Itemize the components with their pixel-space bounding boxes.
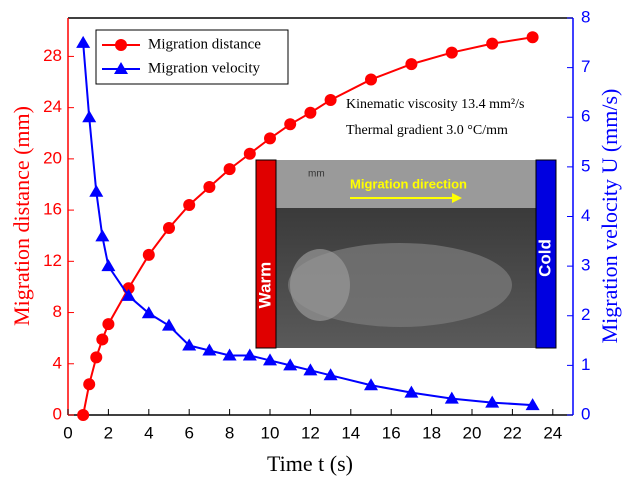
legend-label: Migration velocity bbox=[148, 60, 261, 76]
ruler bbox=[270, 160, 542, 208]
data-point bbox=[486, 37, 499, 50]
arrow-head bbox=[452, 193, 462, 203]
data-point bbox=[76, 35, 91, 48]
data-point bbox=[303, 363, 318, 376]
data-point bbox=[284, 118, 297, 131]
data-point bbox=[89, 184, 104, 197]
data-point bbox=[243, 147, 256, 160]
data-point bbox=[203, 181, 216, 194]
data-point bbox=[182, 338, 197, 351]
data-point bbox=[526, 31, 539, 44]
data-point bbox=[364, 378, 378, 391]
cold-bar bbox=[535, 159, 557, 349]
x-axis-label: Time t (s) bbox=[267, 451, 353, 476]
data-point bbox=[95, 229, 110, 242]
data-point bbox=[304, 106, 317, 119]
x-tick-label: 8 bbox=[225, 423, 234, 442]
y2-tick-label: 6 bbox=[581, 107, 590, 126]
data-point bbox=[264, 132, 276, 145]
y-axis-label: Migration distance (mm) bbox=[9, 106, 34, 326]
legend-label: Migration distance bbox=[148, 36, 261, 52]
data-point bbox=[162, 318, 176, 331]
y2-tick-label: 0 bbox=[581, 404, 590, 423]
y-tick-label: 20 bbox=[43, 148, 62, 167]
data-point bbox=[96, 333, 109, 346]
warm-bar bbox=[255, 159, 277, 349]
y2-tick-label: 7 bbox=[581, 57, 590, 76]
y2-tick-label: 4 bbox=[581, 206, 590, 225]
data-point bbox=[101, 259, 116, 272]
y2-tick-label: 2 bbox=[581, 305, 590, 324]
data-point bbox=[324, 93, 337, 106]
x-tick-label: 14 bbox=[341, 423, 360, 442]
x-tick-label: 0 bbox=[63, 423, 72, 442]
data-point bbox=[365, 73, 377, 86]
ruler-unit: mm bbox=[308, 169, 325, 180]
data-point bbox=[90, 351, 103, 364]
data-point bbox=[141, 306, 156, 319]
x-tick-label: 10 bbox=[261, 423, 280, 442]
data-point bbox=[283, 358, 298, 371]
x-tick-label: 2 bbox=[104, 423, 113, 442]
data-point bbox=[83, 378, 96, 391]
x-tick-label: 6 bbox=[184, 423, 193, 442]
x-tick-label: 12 bbox=[301, 423, 320, 442]
y2-tick-label: 1 bbox=[581, 355, 590, 374]
data-point bbox=[183, 198, 196, 211]
data-point bbox=[445, 46, 458, 59]
data-point bbox=[223, 163, 236, 176]
y-tick-label: 16 bbox=[43, 200, 62, 219]
data-point bbox=[525, 398, 540, 411]
data-point bbox=[404, 385, 419, 398]
x-tick-label: 4 bbox=[144, 423, 153, 442]
cold-label: Cold bbox=[535, 239, 554, 277]
data-point bbox=[323, 368, 338, 381]
y2-tick-label: 8 bbox=[581, 7, 590, 26]
legend-marker bbox=[114, 62, 128, 74]
data-point bbox=[163, 222, 175, 235]
legend-marker bbox=[115, 39, 127, 51]
data-point bbox=[242, 348, 257, 361]
data-point bbox=[444, 391, 459, 404]
y-tick-label: 24 bbox=[43, 97, 62, 116]
data-point bbox=[121, 288, 136, 301]
data-point bbox=[263, 353, 277, 366]
data-point bbox=[202, 343, 217, 356]
y-tick-label: 4 bbox=[53, 353, 62, 372]
y-tick-label: 28 bbox=[43, 46, 62, 65]
warm-label: Warm bbox=[255, 262, 274, 309]
x-tick-label: 16 bbox=[382, 423, 401, 442]
x-tick-label: 22 bbox=[503, 423, 522, 442]
droplet-head bbox=[290, 249, 350, 321]
y-tick-label: 12 bbox=[43, 251, 62, 270]
y-tick-label: 0 bbox=[53, 404, 62, 423]
data-point bbox=[82, 110, 97, 123]
annotation: Kinematic viscosity 13.4 mm²/s bbox=[346, 97, 524, 112]
data-point bbox=[102, 318, 115, 331]
y2-tick-label: 5 bbox=[581, 156, 590, 175]
y2-axis-label: Migration velocity U (mm/s) bbox=[597, 89, 622, 344]
data-point bbox=[142, 248, 155, 261]
y2-tick-label: 3 bbox=[581, 256, 590, 275]
x-tick-label: 24 bbox=[543, 423, 562, 442]
y-tick-label: 8 bbox=[53, 302, 62, 321]
direction-label: Migration direction bbox=[350, 176, 467, 191]
data-point bbox=[222, 348, 237, 361]
data-point bbox=[77, 409, 90, 421]
x-tick-label: 20 bbox=[463, 423, 482, 442]
x-tick-label: 18 bbox=[422, 423, 441, 442]
annotation: Thermal gradient 3.0 °C/mm bbox=[346, 123, 508, 138]
inset-photo bbox=[255, 159, 557, 349]
data-point bbox=[485, 395, 500, 408]
data-point bbox=[405, 58, 418, 71]
legend-box bbox=[95, 29, 289, 85]
